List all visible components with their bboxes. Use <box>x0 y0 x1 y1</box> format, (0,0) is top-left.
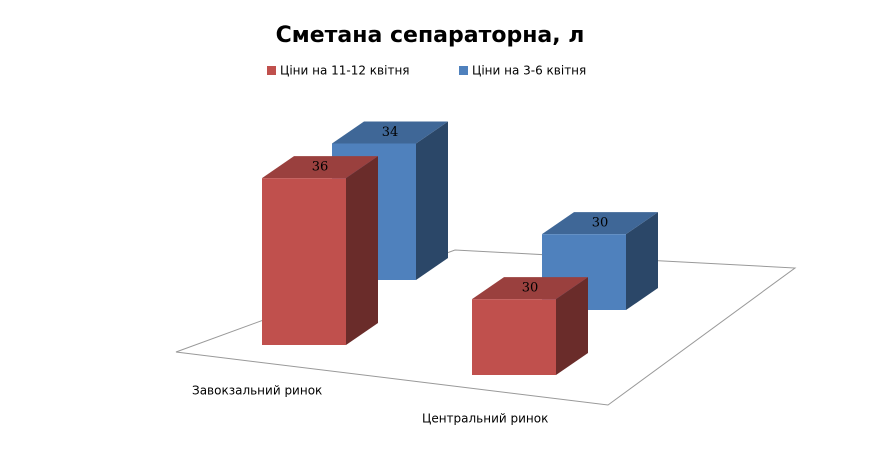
value-label: 30 <box>522 281 539 296</box>
bar-top <box>472 277 588 300</box>
bar-side <box>556 277 588 375</box>
legend-label: Ціни на 3-6 квітня <box>472 64 586 78</box>
bar <box>472 277 588 375</box>
legend-label: Ціни на 11-12 квітня <box>280 64 410 78</box>
value-label: 30 <box>592 216 609 231</box>
bar-top <box>542 212 658 235</box>
bar-side <box>416 121 448 280</box>
bar-top <box>262 156 378 179</box>
x-tick-label: Центральний ринок <box>422 412 548 426</box>
bar-front <box>262 178 346 345</box>
legend-swatch <box>459 66 468 75</box>
legend-swatch <box>267 66 276 75</box>
bar-side <box>626 212 658 310</box>
value-label: 34 <box>382 125 399 140</box>
plot: Завокзальний ринок Центральний ринок 34 30 3… <box>192 121 658 426</box>
bar <box>262 156 378 345</box>
bar-front <box>472 299 556 375</box>
legend: Ціни на 11-12 квітня Ціни на 3-6 квітня <box>267 64 586 78</box>
chart-title: Сметана сепараторна, л <box>276 23 585 48</box>
bar-top <box>332 121 448 144</box>
value-label: 36 <box>312 160 329 175</box>
bar-side <box>346 156 378 345</box>
x-tick-label: Завокзальний ринок <box>192 384 322 398</box>
